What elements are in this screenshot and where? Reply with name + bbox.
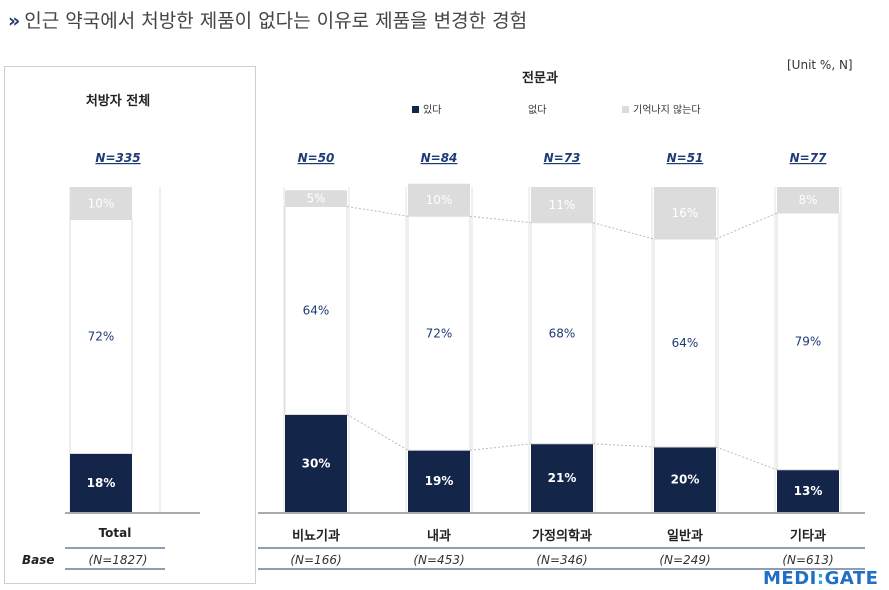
- specialty-n-label-3: N=51: [667, 151, 704, 165]
- legend-swatch-0: [412, 106, 419, 113]
- specialty-bar-3-dontknow-label: 16%: [672, 206, 699, 220]
- specialty-panel-title: 전문과: [522, 70, 558, 86]
- total-base-label: (N=1827): [89, 553, 148, 567]
- legend-label-0: 있다: [423, 104, 441, 116]
- specialty-bar-4-dontknow-segment: [777, 187, 839, 213]
- connector-yes-0: [346, 414, 409, 451]
- specialty-base-label-0: (N=166): [290, 553, 341, 567]
- connector-yes-1: [469, 443, 532, 451]
- specialty-base-label-4: (N=613): [782, 553, 833, 567]
- specialty-n-label-4: N=77: [790, 151, 827, 165]
- specialty-bar-3-yes-segment: [654, 447, 716, 512]
- total-bar-no-label: 72%: [88, 330, 115, 344]
- specialty-category-label-1: 내과: [427, 528, 451, 544]
- specialty-base-label-3: (N=249): [659, 553, 710, 567]
- specialty-n-label-2: N=73: [544, 151, 581, 165]
- specialty-category-label-3: 일반과: [667, 528, 703, 544]
- specialty-category-label-4: 기타과: [790, 528, 826, 544]
- specialty-bar-0-dontknow-label: 5%: [306, 191, 325, 205]
- specialty-bar-0-no-label: 64%: [303, 304, 330, 318]
- specialty-bar-2-dontknow-segment: [531, 187, 593, 223]
- legend-label-1: 없다: [528, 103, 546, 116]
- specialty-bar-0-dontknow-segment: [285, 190, 347, 207]
- connector-no-0: [346, 206, 409, 217]
- logo-left: MEDI: [763, 568, 817, 589]
- logo-right: GATE: [824, 568, 879, 589]
- specialty-bar-1-dontknow-label: 10%: [426, 193, 453, 207]
- page-title: » 인근 약국에서 처방한 제품이 없다는 이유로 제품을 변경한 경험: [8, 6, 527, 33]
- specialty-bar-0-no-segment: [284, 206, 348, 415]
- total-panel-frame: [4, 66, 256, 584]
- medigate-logo: MEDI:GATE: [763, 568, 878, 589]
- specialty-bar-2-no-label: 68%: [549, 326, 576, 340]
- logo-separator: :: [816, 568, 825, 589]
- total-bar-no-segment: [69, 219, 133, 454]
- specialty-bar-4-yes-label: 13%: [794, 484, 823, 498]
- specialty-bar-4-no-segment: [776, 212, 840, 471]
- total-n-label: N=335: [95, 151, 140, 165]
- total-panel-title: 처방자 전체: [86, 93, 150, 109]
- specialty-bar-4-yes-segment: [777, 469, 839, 512]
- chevron-right-icon: »: [8, 10, 21, 32]
- total-bar-yes-segment: [70, 453, 132, 512]
- specialty-bar-3-no-label: 64%: [672, 336, 699, 350]
- connector-no-2: [592, 222, 655, 240]
- total-category-label: Total: [99, 526, 132, 540]
- specialty-bar-2-no-segment: [530, 222, 594, 445]
- unit-label: [Unit %, N]: [787, 58, 853, 72]
- specialty-base-label-1: (N=453): [413, 553, 464, 567]
- total-bar-dontknow-segment: [70, 187, 132, 220]
- specialty-category-label-0: 비뇨기과: [292, 529, 340, 544]
- specialty-bar-1-yes-label: 19%: [425, 474, 454, 488]
- total-bar-dontknow-label: 10%: [88, 196, 115, 210]
- specialty-bar-4-dontknow-label: 8%: [798, 193, 817, 207]
- legend-label-2: 기억나지 않는다: [633, 104, 701, 116]
- page-title-text: 인근 약국에서 처방한 제품이 없다는 이유로 제품을 변경한 경험: [24, 10, 528, 32]
- connector-yes-3: [715, 446, 778, 471]
- specialty-bar-1-yes-segment: [408, 450, 470, 512]
- specialty-bar-0-yes-label: 30%: [302, 456, 331, 470]
- specialty-bar-1-no-label: 72%: [426, 326, 453, 340]
- specialty-bar-3-dontknow-segment: [654, 187, 716, 239]
- connector-no-3: [715, 212, 778, 240]
- specialty-bar-2-dontknow-label: 11%: [549, 198, 576, 212]
- specialty-bar-2-yes-label: 21%: [548, 471, 577, 485]
- specialty-bar-3-yes-label: 20%: [671, 473, 700, 487]
- specialty-bar-1-dontknow-segment: [408, 183, 470, 217]
- specialty-bar-1-no-segment: [407, 215, 471, 451]
- legend-swatch-2: [622, 106, 629, 113]
- specialty-bar-0-yes-segment: [285, 414, 347, 512]
- specialty-n-label-0: N=50: [298, 151, 335, 165]
- specialty-base-label-2: (N=346): [536, 553, 587, 567]
- total-bar-yes-label: 18%: [87, 476, 116, 490]
- specialty-bar-4-no-label: 79%: [795, 334, 822, 348]
- specialty-n-label-1: N=84: [421, 151, 458, 165]
- connector-no-1: [469, 215, 532, 224]
- legend-swatch-1: [516, 105, 525, 114]
- specialty-bar-2-yes-segment: [531, 443, 593, 512]
- base-title: Base: [22, 553, 55, 567]
- connector-yes-2: [592, 443, 655, 448]
- specialty-category-label-2: 가정의학과: [532, 528, 592, 544]
